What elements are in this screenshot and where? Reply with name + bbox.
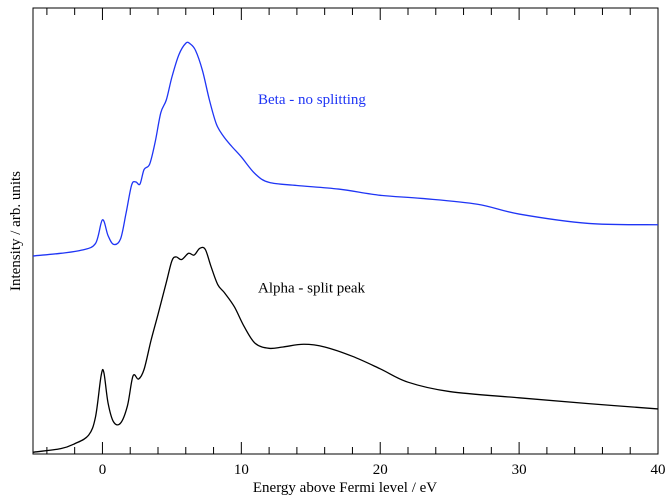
series-line-alpha-split-peak [32,246,659,453]
series-annotation: Alpha - split peak [258,281,366,297]
x-axis-label: Energy above Fermi level / eV [253,480,437,496]
tick-marks [46,8,631,454]
annotations: Beta - no splitting Alpha - split peak [258,92,366,297]
series-annotation: Beta - no splitting [258,92,366,108]
x-tick-label: 40 [651,462,666,478]
y-axis-label: Intensity / arb. units [8,171,24,291]
series-group [32,41,659,453]
x-tick-label: 20 [373,462,388,478]
x-tick-label: 10 [234,462,249,478]
x-tick-labels: 0 10 20 30 40 [99,462,666,478]
plot-frame [32,7,659,455]
x-tick-label: 0 [99,462,107,478]
series-line-beta-no-splitting [32,41,659,257]
x-tick-label: 30 [512,462,527,478]
